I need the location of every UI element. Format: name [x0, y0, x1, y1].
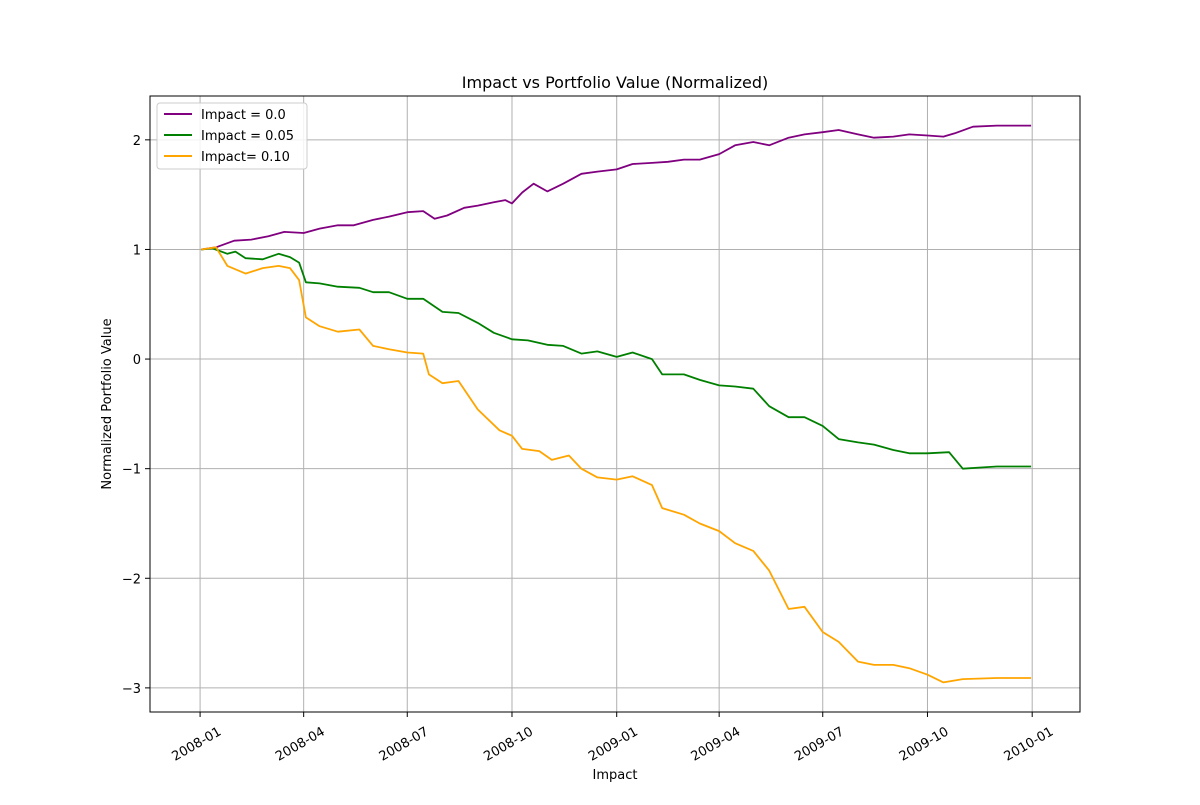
- legend-frame: [156, 102, 308, 170]
- series-lines: [201, 124, 1032, 684]
- y-tick-label: −2: [122, 572, 141, 587]
- series-line-2: [201, 247, 1032, 470]
- y-tick-label: 2: [133, 134, 141, 149]
- legend: Impact = 0.0 Impact = 0.05 Impact= 0.10: [156, 102, 308, 170]
- y-tick-label: −1: [122, 463, 141, 478]
- y-axis-label: Normalized Portfolio Value: [100, 318, 115, 489]
- plot-frame: [149, 95, 1081, 713]
- series-line-1: [201, 124, 1032, 251]
- y-tick-label: 1: [133, 243, 141, 258]
- y-axis-ticks: 2 1 0 −1 −2 −3: [122, 134, 150, 697]
- y-tick-label: −3: [122, 682, 141, 697]
- legend-label-2: Impact = 0.05: [201, 129, 294, 144]
- gridlines: [150, 96, 1080, 712]
- legend-label-1: Impact = 0.0: [201, 108, 286, 123]
- legend-label-3: Impact= 0.10: [201, 150, 290, 165]
- chart-title: Impact vs Portfolio Value (Normalized): [462, 73, 768, 92]
- series-line-3: [201, 246, 1032, 684]
- y-tick-label: 0: [133, 353, 141, 368]
- x-axis-label: Impact: [593, 768, 638, 783]
